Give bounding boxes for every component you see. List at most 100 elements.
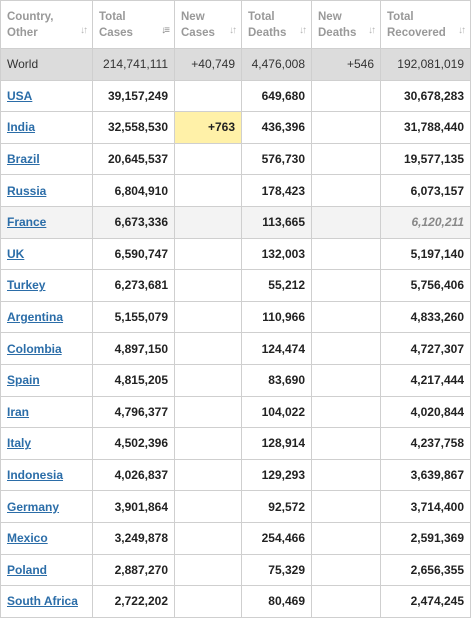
sort-desc-icon[interactable]: ↓≡	[161, 25, 170, 36]
table-row-argentina: Argentina 5,155,079 110,966 4,833,260	[0, 300, 471, 334]
header-total-recovered[interactable]: Total Recovered ↓↑	[380, 0, 471, 49]
country-cell: UK	[0, 237, 93, 271]
total-cases-cell: 39,157,249	[92, 79, 175, 113]
country-link-argentina[interactable]: Argentina	[7, 310, 64, 325]
sort-icon[interactable]: ↓↑	[80, 25, 88, 36]
new-cases-cell	[174, 79, 242, 113]
table-row-usa: USA 39,157,249 649,680 30,678,283	[0, 79, 471, 113]
new-deaths-cell	[311, 458, 381, 492]
total-cases-cell: 2,887,270	[92, 553, 175, 587]
total-cases-cell: 32,558,530	[92, 111, 175, 144]
total-cases-cell: 4,502,396	[92, 427, 175, 460]
world-row: World 214,741,111 +40,749 4,476,008 +546…	[0, 48, 471, 81]
world-new-deaths: +546	[311, 48, 381, 81]
sort-icon[interactable]: ↓↑	[229, 25, 237, 36]
new-cases-cell	[174, 395, 242, 429]
total-recovered-cell: 6,120,211	[380, 205, 471, 239]
country-link-india[interactable]: India	[7, 120, 36, 135]
total-cases-cell: 3,249,878	[92, 521, 175, 555]
total-deaths-cell: 178,423	[241, 174, 312, 207]
new-cases-cell	[174, 205, 242, 239]
total-recovered-cell: 4,217,444	[380, 363, 471, 397]
new-deaths-cell	[311, 395, 381, 429]
new-deaths-cell	[311, 553, 381, 587]
country-link-france[interactable]: France	[7, 215, 47, 230]
country-cell: India	[0, 111, 93, 144]
new-deaths-cell	[311, 237, 381, 271]
country-link-mexico[interactable]: Mexico	[7, 531, 48, 546]
header-total-cases[interactable]: Total Cases ↓≡	[92, 0, 175, 49]
sort-icon[interactable]: ↓↑	[458, 25, 466, 36]
table-row-mexico: Mexico 3,249,878 254,466 2,591,369	[0, 521, 471, 555]
total-recovered-cell: 30,678,283	[380, 79, 471, 113]
total-deaths-cell: 110,966	[241, 300, 312, 334]
total-recovered-cell: 4,833,260	[380, 300, 471, 334]
new-deaths-cell	[311, 363, 381, 397]
country-link-turkey[interactable]: Turkey	[7, 278, 46, 293]
total-deaths-cell: 254,466	[241, 521, 312, 555]
table-row-spain: Spain 4,815,205 83,690 4,217,444	[0, 363, 471, 397]
country-link-iran[interactable]: Iran	[7, 404, 30, 419]
country-link-colombia[interactable]: Colombia	[7, 341, 62, 356]
new-deaths-cell	[311, 269, 381, 302]
country-link-italy[interactable]: Italy	[7, 436, 32, 451]
country-link-russia[interactable]: Russia	[7, 183, 47, 198]
country-link-uk[interactable]: UK	[7, 246, 25, 261]
table-row-south-africa: South Africa 2,722,202 80,469 2,474,245	[0, 585, 471, 618]
sort-icon[interactable]: ↓↑	[368, 25, 376, 36]
new-deaths-cell	[311, 300, 381, 334]
country-link-brazil[interactable]: Brazil	[7, 152, 40, 167]
header-row: Country, Other ↓↑ Total Cases ↓≡ New Cases …	[0, 0, 471, 49]
new-cases-cell	[174, 585, 242, 618]
new-deaths-cell	[311, 79, 381, 113]
total-recovered-cell: 4,020,844	[380, 395, 471, 429]
table-row-india: India 32,558,530 +763 436,396 31,788,440	[0, 111, 471, 144]
total-deaths-cell: 80,469	[241, 585, 312, 618]
total-deaths-cell: 649,680	[241, 79, 312, 113]
country-cell: South Africa	[0, 585, 93, 618]
total-cases-cell: 6,273,681	[92, 269, 175, 302]
country-cell: Germany	[0, 490, 93, 523]
total-deaths-cell: 124,474	[241, 332, 312, 365]
world-new-cases: +40,749	[174, 48, 242, 81]
new-cases-cell	[174, 142, 242, 176]
total-recovered-cell: 19,577,135	[380, 142, 471, 176]
total-deaths-cell: 436,396	[241, 111, 312, 144]
total-deaths-cell: 576,730	[241, 142, 312, 176]
header-total-deaths[interactable]: Total Deaths ↓↑	[241, 0, 312, 49]
new-deaths-cell	[311, 111, 381, 144]
table-row-iran: Iran 4,796,377 104,022 4,020,844	[0, 395, 471, 429]
new-cases-cell	[174, 458, 242, 492]
header-country[interactable]: Country, Other ↓↑	[0, 0, 93, 49]
total-recovered-cell: 4,727,307	[380, 332, 471, 365]
country-link-south-africa[interactable]: South Africa	[7, 594, 78, 609]
new-cases-cell	[174, 363, 242, 397]
total-deaths-cell: 55,212	[241, 269, 312, 302]
country-cell: Spain	[0, 363, 93, 397]
country-link-poland[interactable]: Poland	[7, 562, 48, 577]
new-cases-cell: +763	[174, 111, 242, 144]
country-link-spain[interactable]: Spain	[7, 373, 40, 388]
table-row-italy: Italy 4,502,396 128,914 4,237,758	[0, 427, 471, 460]
table-row-germany: Germany 3,901,864 92,572 3,714,400	[0, 490, 471, 523]
total-recovered-cell: 5,197,140	[380, 237, 471, 271]
table-row-brazil: Brazil 20,645,537 576,730 19,577,135	[0, 142, 471, 176]
new-cases-cell	[174, 490, 242, 523]
total-deaths-cell: 104,022	[241, 395, 312, 429]
header-new-deaths[interactable]: New Deaths ↓↑	[311, 0, 381, 49]
header-new-cases[interactable]: New Cases ↓↑	[174, 0, 242, 49]
country-link-indonesia[interactable]: Indonesia	[7, 468, 64, 483]
total-cases-cell: 4,815,205	[92, 363, 175, 397]
total-cases-cell: 5,155,079	[92, 300, 175, 334]
new-deaths-cell	[311, 142, 381, 176]
total-deaths-cell: 129,293	[241, 458, 312, 492]
total-recovered-cell: 31,788,440	[380, 111, 471, 144]
country-link-usa[interactable]: USA	[7, 88, 33, 103]
total-cases-cell: 6,590,747	[92, 237, 175, 271]
country-link-germany[interactable]: Germany	[7, 499, 60, 514]
country-cell: Turkey	[0, 269, 93, 302]
total-recovered-cell: 6,073,157	[380, 174, 471, 207]
new-cases-cell	[174, 332, 242, 365]
sort-icon[interactable]: ↓↑	[299, 25, 307, 36]
